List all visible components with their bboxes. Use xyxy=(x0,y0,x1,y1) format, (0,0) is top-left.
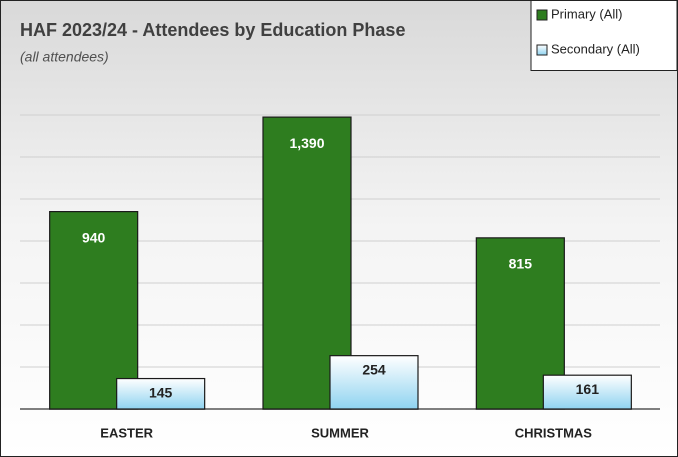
data-label: 815 xyxy=(509,256,533,272)
data-label: 145 xyxy=(149,384,173,400)
bar xyxy=(542,374,632,410)
x-tick-label: CHRISTMAS xyxy=(515,425,593,440)
chart-title: HAF 2023/24 - Attendees by Education Pha… xyxy=(20,20,405,40)
data-label: 161 xyxy=(576,381,600,397)
chart-subtitle: (all attendees) xyxy=(20,49,109,65)
bar xyxy=(329,355,419,410)
legend-swatch xyxy=(536,44,548,56)
legend-box xyxy=(530,0,678,71)
data-label: 940 xyxy=(82,229,106,245)
legend-label: Secondary (All) xyxy=(551,41,640,56)
x-tick-label: EASTER xyxy=(100,425,153,440)
bar xyxy=(116,377,206,410)
legend-label: Primary (All) xyxy=(551,6,623,21)
data-label: 1,390 xyxy=(289,135,324,151)
data-label: 254 xyxy=(362,361,386,377)
x-tick-label: SUMMER xyxy=(311,425,369,440)
bar xyxy=(49,211,139,410)
legend-swatch xyxy=(536,9,548,21)
